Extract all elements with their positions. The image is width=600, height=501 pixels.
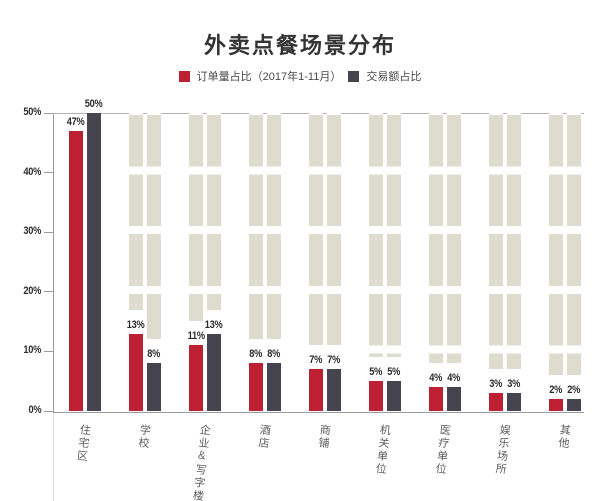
y-tick-mark [44,410,53,412]
background-column [129,113,143,310]
background-column [489,113,503,370]
legend-label-transactions: 交易额占比 [366,71,422,83]
bar-orders [369,381,383,411]
bar-orders [129,333,143,411]
bar-transactions [87,113,101,411]
plot-area: 0% 10% 20% 30% 40% 50% 47% 50% 住宅区 13% 8% 学校 11% 13% 企… [23,98,584,501]
y-axis-line [53,114,54,412]
bar-value-label: 13% [205,318,223,331]
y-tick-label: 0% [28,404,41,416]
bar-orders [189,345,203,411]
bar-orders [69,130,83,411]
legend-swatch-orders-icon [178,70,190,82]
bar-value-label: 7% [309,354,323,367]
background-column [507,113,521,370]
x-category-label: 酒店 [256,423,271,451]
background-column [147,113,161,340]
x-category-label: 医疗单位 [433,423,451,477]
bar-value-label: 11% [187,330,205,343]
y-tick-mark [44,172,53,174]
background-column [207,113,221,310]
background-column [369,113,383,358]
y-tick-mark [44,112,53,114]
y-tick-label: 10% [23,344,41,357]
y-tick-label: 50% [23,106,41,118]
bar-orders [489,393,503,411]
bar-value-label: 13% [127,318,145,331]
chart-legend: 订单量占比（2017年1-11月） 交易额占比 [0,68,600,84]
bar-transactions [387,381,401,411]
background-column [387,113,401,358]
bar-orders [309,369,323,411]
bar-transactions [267,363,281,411]
x-category-label: 其他 [556,423,571,451]
bar-value-label: 3% [489,378,503,391]
y-tick-label: 30% [23,225,41,238]
bar-value-label: 4% [447,372,461,385]
chart-title: 外卖点餐场景分布 [203,33,396,58]
bar-transactions [447,387,461,411]
bar-value-label: 2% [549,384,563,397]
plot-right-border [53,413,54,501]
y-tick-mark [44,231,53,233]
x-category-label: 学校 [136,423,151,451]
bar-value-label: 50% [85,98,103,110]
x-category-label: 住宅区 [74,423,91,464]
legend-label-orders: 订单量占比（2017年1-11月） [196,71,342,83]
x-category-label: 商铺 [316,423,331,451]
bar-value-label: 2% [567,384,581,397]
bar-orders [249,363,263,411]
background-column [327,113,341,346]
bar-orders [429,387,443,411]
background-column [549,113,563,376]
bar-value-label: 8% [249,348,263,361]
bar-value-label: 5% [387,366,401,379]
y-tick-mark [44,350,53,352]
y-tick-label: 20% [23,284,41,297]
bar-transactions [327,369,341,411]
background-column [249,113,263,340]
background-column [189,113,203,322]
bar-transactions [147,363,161,411]
x-category-label: 娱乐场所 [493,423,511,477]
bar-value-label: 7% [327,354,341,367]
x-category-label: 企业&写字楼 [190,423,211,501]
bar-value-label: 3% [507,378,521,391]
bar-orders [549,399,563,411]
bar-value-label: 4% [429,372,443,385]
background-column [309,113,323,346]
bar-value-label: 5% [369,366,383,379]
x-axis-line [53,412,584,413]
background-column [267,113,281,340]
bar-value-label: 8% [147,348,161,361]
background-column [567,113,581,376]
bar-value-label: 8% [267,348,281,361]
background-column [429,113,443,364]
x-category-label: 机关单位 [373,423,391,477]
bar-value-label: 47% [67,115,85,128]
legend-swatch-transactions-icon [348,70,360,82]
bar-transactions [207,333,221,411]
y-tick-mark [44,291,53,293]
background-column [447,113,461,364]
y-tick-label: 40% [23,165,41,178]
bar-transactions [507,393,521,411]
bar-transactions [567,399,581,411]
